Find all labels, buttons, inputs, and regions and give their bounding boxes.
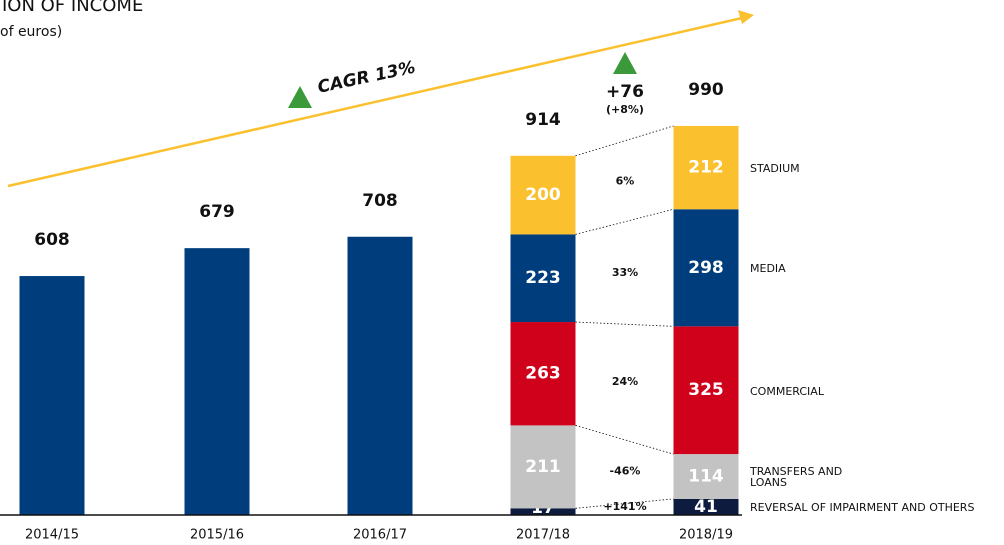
x-tick-label: 2017/18 xyxy=(516,528,570,543)
connector xyxy=(575,425,674,455)
total-label: 608 xyxy=(34,230,70,250)
segment-label: 200 xyxy=(525,185,561,205)
increase-label: +76 xyxy=(606,82,644,102)
series-label: TRANSFERS AND LOANS xyxy=(750,465,843,490)
arrow-head xyxy=(738,10,754,24)
bar-segment xyxy=(673,209,739,327)
bar-segment xyxy=(673,498,739,515)
segment-label: 212 xyxy=(688,158,724,178)
bar-segment xyxy=(673,125,739,210)
connector xyxy=(575,321,674,327)
chart-title: ION OF INCOME xyxy=(2,0,143,16)
series-label-box: TRANSFERS AND LOANS xyxy=(750,465,843,490)
total-label: 990 xyxy=(688,80,724,100)
series-label: COMMERCIAL xyxy=(750,384,824,398)
bar xyxy=(19,276,85,515)
segment-label: 41 xyxy=(694,497,718,517)
x-tick-label: 2018/19 xyxy=(679,528,733,543)
bar-segment xyxy=(673,454,739,499)
bar-segment xyxy=(510,155,576,235)
change-label: 33% xyxy=(612,266,638,279)
bar-segment xyxy=(510,234,576,323)
connector xyxy=(575,498,674,509)
increase-pct-label: (+8%) xyxy=(606,103,644,116)
segment-label: 263 xyxy=(525,364,561,384)
series-label: REVERSAL OF IMPAIRMENT AND OTHERS xyxy=(750,501,975,515)
total-label: 708 xyxy=(362,191,398,211)
series-label: MEDIA xyxy=(750,262,786,276)
series-label-box: REVERSAL OF IMPAIRMENT AND OTHERS xyxy=(750,501,975,515)
total-label: 679 xyxy=(199,202,235,222)
segment-label: 211 xyxy=(525,457,561,477)
trend-arrow xyxy=(7,16,743,188)
segment-label: 223 xyxy=(525,268,561,288)
connector xyxy=(575,208,674,235)
segment-label: 298 xyxy=(688,258,724,278)
x-tick-label: 2015/16 xyxy=(190,528,244,543)
bar xyxy=(184,248,250,515)
series-label: STADIUM xyxy=(750,162,800,176)
change-label: 6% xyxy=(616,174,635,187)
segment-label: 114 xyxy=(688,466,724,486)
marker-triangle xyxy=(288,86,312,108)
bar-segment xyxy=(673,326,739,455)
series-label-box: STADIUM xyxy=(750,162,800,176)
change-label: +141% xyxy=(603,500,646,513)
bar-segment xyxy=(510,425,576,509)
marker-triangle xyxy=(613,52,637,74)
bar xyxy=(347,236,413,516)
series-label-box: MEDIA xyxy=(750,262,786,276)
series-label-box: COMMERCIAL xyxy=(750,384,824,398)
bar-segment xyxy=(510,508,576,515)
change-label: 24% xyxy=(612,375,638,388)
bar-segment xyxy=(510,322,576,426)
connector xyxy=(575,125,674,157)
cagr-label: CAGR 13% xyxy=(316,58,417,98)
x-tick-label: 2014/15 xyxy=(25,528,79,543)
chart-subtitle: of euros) xyxy=(0,24,62,40)
total-label: 914 xyxy=(525,110,561,130)
change-label: -46% xyxy=(610,465,641,478)
x-tick-label: 2016/17 xyxy=(353,528,407,543)
segment-label: 325 xyxy=(688,380,724,400)
